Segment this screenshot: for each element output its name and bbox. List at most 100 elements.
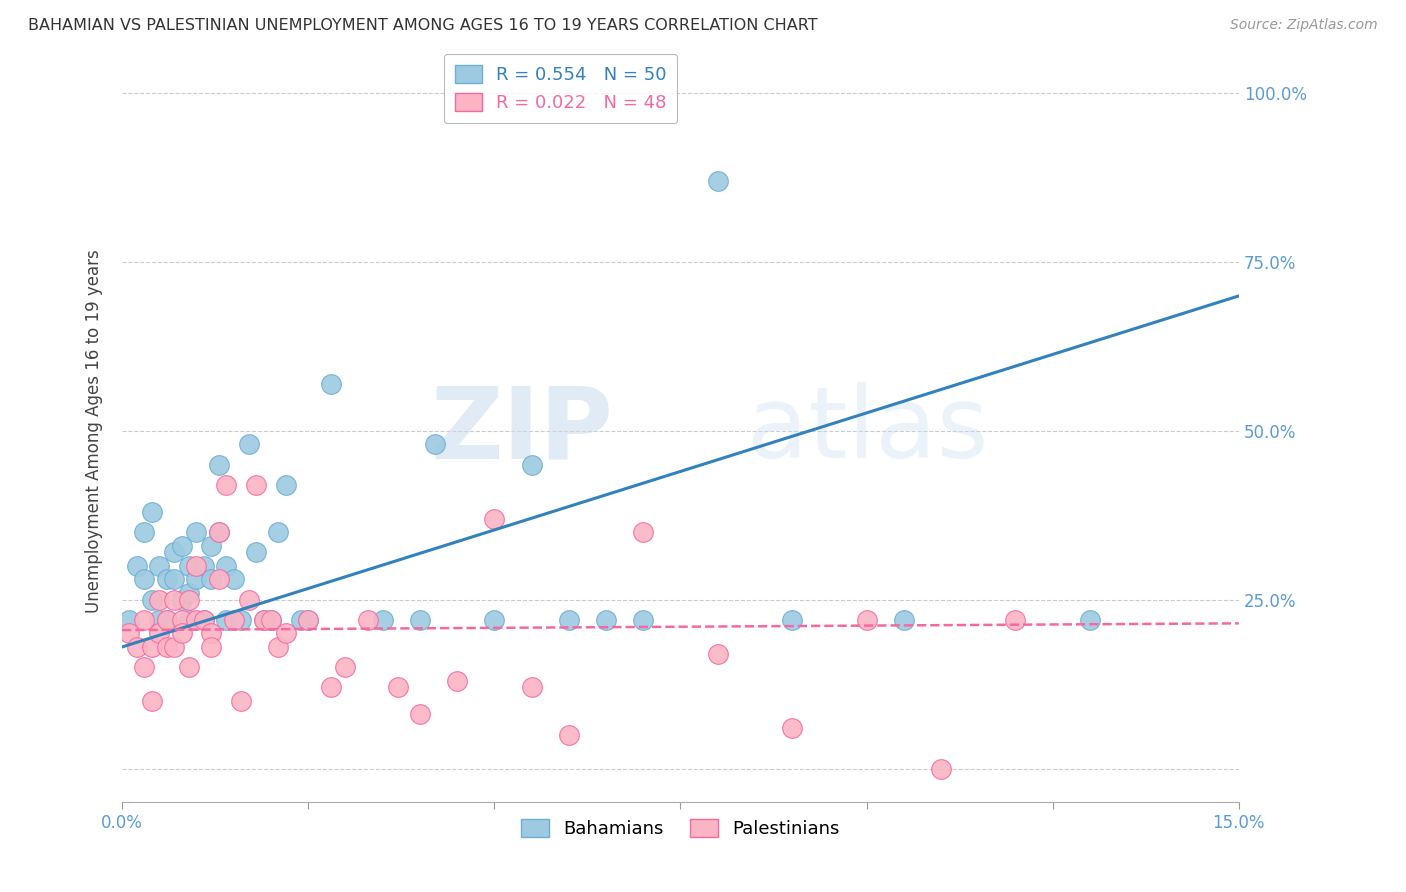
Point [245, 478, 267, 492]
Point [186, 613, 208, 627]
Point [319, 376, 342, 391]
Point [170, 539, 193, 553]
Text: ZIP: ZIP [430, 383, 613, 479]
Point [222, 613, 245, 627]
Point [252, 613, 274, 627]
Point [186, 558, 208, 573]
Point [267, 525, 290, 540]
Point [118, 626, 141, 640]
Point [252, 613, 274, 627]
Point [118, 613, 141, 627]
Point [780, 721, 803, 735]
Point [260, 613, 283, 627]
Point [200, 539, 222, 553]
Point [125, 640, 148, 654]
Point [631, 613, 654, 627]
Point [267, 640, 290, 654]
Point [141, 640, 163, 654]
Point [319, 681, 342, 695]
Point [156, 613, 179, 627]
Point [297, 613, 319, 627]
Point [215, 613, 238, 627]
Point [177, 586, 200, 600]
Point [371, 613, 394, 627]
Point [156, 640, 179, 654]
Point [208, 525, 231, 540]
Point [387, 681, 409, 695]
Point [141, 505, 163, 519]
Y-axis label: Unemployment Among Ages 16 to 19 years: Unemployment Among Ages 16 to 19 years [86, 249, 103, 613]
Point [193, 558, 215, 573]
Point [706, 647, 728, 661]
Point [134, 525, 156, 540]
Point [215, 478, 238, 492]
Point [706, 174, 728, 188]
Point [558, 613, 581, 627]
Point [520, 681, 543, 695]
Point [231, 613, 253, 627]
Point [170, 613, 193, 627]
Point [193, 613, 215, 627]
Point [484, 613, 506, 627]
Point [208, 525, 231, 540]
Point [335, 660, 357, 674]
Text: Source: ZipAtlas.com: Source: ZipAtlas.com [1230, 18, 1378, 32]
Point [231, 694, 253, 708]
Point [245, 545, 267, 559]
Point [125, 558, 148, 573]
Point [446, 673, 468, 688]
Point [200, 640, 222, 654]
Point [222, 573, 245, 587]
Point [148, 558, 170, 573]
Point [193, 613, 215, 627]
Point [558, 728, 581, 742]
Point [148, 613, 170, 627]
Point [163, 592, 186, 607]
Point [200, 573, 222, 587]
Point [170, 626, 193, 640]
Point [134, 660, 156, 674]
Point [929, 762, 952, 776]
Point [893, 613, 915, 627]
Point [260, 613, 283, 627]
Point [134, 573, 156, 587]
Text: BAHAMIAN VS PALESTINIAN UNEMPLOYMENT AMONG AGES 16 TO 19 YEARS CORRELATION CHART: BAHAMIAN VS PALESTINIAN UNEMPLOYMENT AMO… [28, 18, 818, 33]
Point [186, 525, 208, 540]
Text: atlas: atlas [748, 383, 988, 479]
Point [148, 626, 170, 640]
Point [780, 613, 803, 627]
Point [238, 592, 260, 607]
Point [134, 613, 156, 627]
Point [520, 458, 543, 472]
Point [163, 573, 186, 587]
Point [163, 545, 186, 559]
Point [215, 558, 238, 573]
Point [208, 573, 231, 587]
Point [274, 478, 297, 492]
Point [290, 613, 312, 627]
Point [595, 613, 617, 627]
Point [156, 613, 179, 627]
Point [141, 592, 163, 607]
Point [170, 592, 193, 607]
Point [163, 640, 186, 654]
Point [631, 525, 654, 540]
Point [141, 694, 163, 708]
Point [855, 613, 877, 627]
Point [177, 592, 200, 607]
Point [148, 592, 170, 607]
Point [357, 613, 380, 627]
Point [186, 573, 208, 587]
Point [208, 458, 231, 472]
Point [484, 512, 506, 526]
Legend: Bahamians, Palestinians: Bahamians, Palestinians [515, 812, 846, 846]
Point [177, 613, 200, 627]
Point [156, 573, 179, 587]
Point [274, 626, 297, 640]
Point [238, 437, 260, 451]
Point [177, 660, 200, 674]
Point [409, 613, 432, 627]
Point [177, 558, 200, 573]
Point [423, 437, 446, 451]
Point [409, 707, 432, 722]
